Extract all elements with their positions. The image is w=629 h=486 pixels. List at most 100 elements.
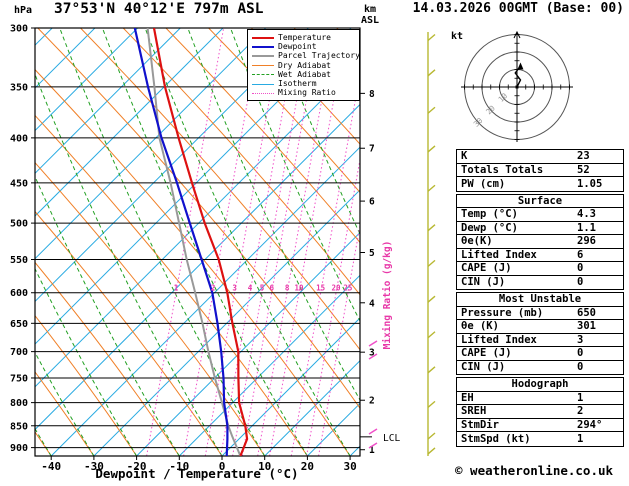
indices-panel: K 23 Totals Totals 52 PW (cm) 1.05 Surface Temp… [456, 149, 624, 449]
isotherm-line [35, 28, 267, 260]
index-value: 650 [577, 306, 596, 319]
index-value: 294° [577, 418, 603, 431]
wet-adiabat-line [59, 28, 266, 456]
pressure-tick-label: 500 [10, 219, 28, 230]
station-title: 37°53'N 40°12'E 797m ASL [54, 1, 264, 17]
index-label: CIN (J) [461, 276, 506, 289]
curve-dewpoint [133, 28, 229, 456]
wind-barb [427, 400, 436, 408]
pressure-tick-label: 400 [10, 133, 28, 144]
temp-tick-label: -20 [127, 460, 147, 473]
legend-line-sample [252, 92, 274, 94]
mixing-ratio-line [257, 28, 336, 456]
km-tick-label: 8 [369, 89, 375, 100]
level-marker [368, 353, 378, 360]
legend-line-sample [252, 55, 274, 58]
index-row: Temp (°C) 4.3 [457, 208, 623, 222]
indices-section: Surface Temp (°C) 4.3 Dewp (°C) 1.1 θe(K) 296 L… [456, 193, 624, 290]
index-row: SREH 2 [457, 405, 623, 419]
index-row: θe(K) 296 [457, 235, 623, 249]
index-label: Lifted Index [461, 248, 537, 261]
pressure-tick-label: 600 [10, 288, 28, 299]
temp-tick-label: 0 [219, 460, 226, 473]
wind-barb [427, 184, 436, 192]
temp-tick-label: 10 [258, 460, 271, 473]
index-value: 301 [577, 320, 596, 333]
isotherm-line [35, 28, 138, 132]
pressure-tick-label: 700 [10, 347, 28, 358]
mixing-ratio-value-label: 2 [211, 284, 216, 293]
index-value: 0 [577, 347, 584, 360]
index-row: CIN (J) 0 [457, 361, 623, 375]
index-label: Temp (°C) [461, 208, 518, 221]
index-label: θe (K) [461, 320, 499, 333]
legend-line-sample [252, 74, 274, 76]
wet-adiabat-line [187, 28, 360, 401]
legend-item-label: Wet Adiabat [278, 69, 331, 79]
index-label: CIN (J) [461, 361, 506, 374]
legend-line-sample [252, 65, 274, 67]
mixing-ratio-line [290, 71, 360, 456]
legend-item: Parcel Trajectory [252, 52, 360, 61]
index-row: StmSpd (kt) 1 [457, 432, 623, 446]
mixing-ratio-line [241, 28, 320, 456]
temp-tick-label: -40 [41, 460, 61, 473]
index-row: K 23 [457, 150, 623, 164]
mixing-ratio-axis-label: Mixing Ratio (g/kg) [382, 241, 393, 350]
index-value: 296 [577, 235, 596, 248]
dry-adiabat-line [80, 28, 360, 351]
pressure-tick-label: 850 [10, 421, 28, 432]
wind-barb [427, 224, 436, 232]
km-tick-label: 7 [369, 144, 375, 155]
dry-adiabat-line [35, 210, 223, 456]
x-axis-title: Dewpoint / Temperature (°C) [95, 466, 298, 481]
dry-adiabat-line [35, 371, 95, 456]
index-row: PW (cm) 1.05 [457, 177, 623, 191]
index-row: EH 1 [457, 392, 623, 405]
index-row: CIN (J) 0 [457, 276, 623, 290]
mixing-ratio-line [269, 28, 348, 456]
isotherm-line [264, 359, 360, 456]
mixing-ratio-line [183, 28, 262, 456]
index-value: 0 [577, 276, 584, 289]
indices-section-header: Hodograph [457, 378, 623, 392]
mixing-ratio-value-label: 25 [343, 284, 352, 293]
copyright: © weatheronline.co.uk [455, 463, 614, 478]
wind-barb [427, 432, 436, 440]
hodograph-axis-arrow [513, 30, 521, 39]
index-label: SREH [461, 405, 487, 418]
legend-item: Temperature [252, 33, 357, 42]
wet-adiabat-line [101, 28, 308, 456]
dry-adiabat-line [165, 28, 360, 244]
index-value: 6 [577, 248, 584, 261]
dry-adiabat-line [35, 314, 138, 456]
asl-unit-label: ASL [361, 15, 379, 26]
wind-barb [427, 259, 436, 267]
pressure-tick-label: 750 [10, 373, 28, 384]
pressure-tick-label: 800 [10, 398, 28, 409]
index-value: 1 [577, 432, 584, 445]
pressure-unit-label: hPa [14, 5, 32, 16]
km-tick-label: 3 [369, 348, 375, 359]
legend-item-label: Temperature [278, 32, 331, 42]
pressure-tick-label: 450 [10, 178, 28, 189]
wind-barb [427, 69, 436, 77]
wind-barb [427, 106, 436, 114]
legend-item: Wet Adiabat [252, 70, 357, 79]
index-value: 0 [577, 262, 584, 275]
index-row: Pressure (mb) 650 [457, 306, 623, 320]
index-label: CAPE (J) [461, 347, 512, 360]
index-value: 1.05 [577, 177, 603, 190]
mixing-ratio-line [306, 156, 360, 456]
legend-item-label: Isotherm [278, 79, 317, 89]
mixing-ratio-value-label: 5 [260, 284, 265, 293]
isotherm-line [178, 274, 360, 456]
km-tick-label: 5 [369, 248, 375, 259]
mixing-ratio-line [146, 28, 225, 456]
dry-adiabat-line [122, 28, 360, 296]
legend-item: Mixing Ratio [252, 89, 357, 98]
dry-adiabat-line [35, 161, 266, 456]
index-value: 1.1 [577, 221, 596, 234]
indices-section: K 23 Totals Totals 52 PW (cm) 1.05 [456, 149, 624, 192]
